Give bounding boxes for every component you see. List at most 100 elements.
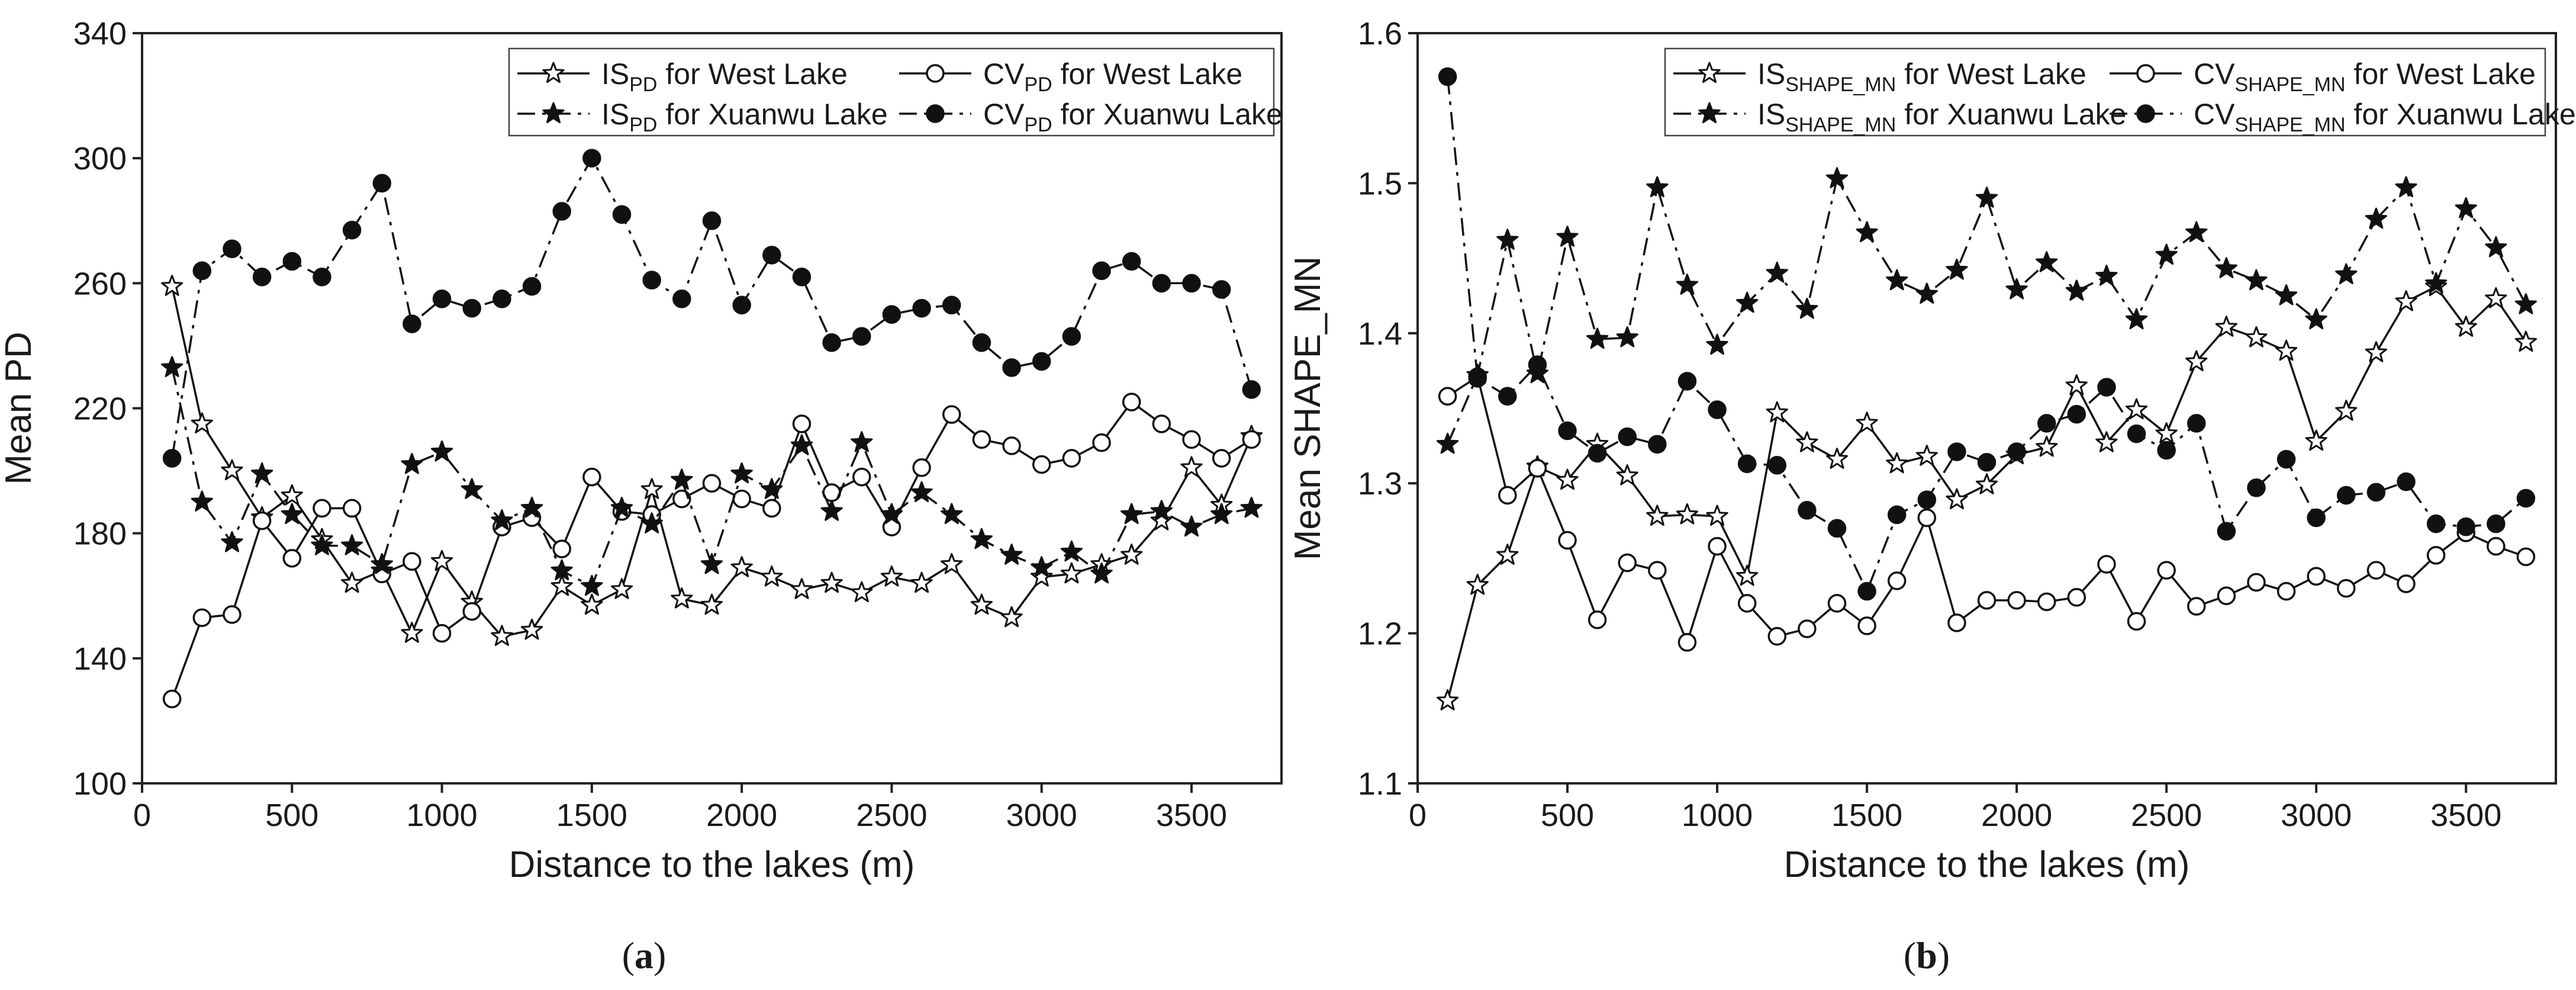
data-point bbox=[2185, 350, 2208, 371]
data-point bbox=[191, 412, 213, 433]
legend-marker bbox=[2136, 104, 2155, 123]
y-tick-label: 1.6 bbox=[1358, 16, 1402, 52]
y-tick-label: 300 bbox=[73, 141, 127, 176]
y-tick-label: 100 bbox=[73, 766, 127, 802]
data-point bbox=[2487, 514, 2506, 533]
data-point bbox=[912, 458, 931, 477]
data-point bbox=[162, 449, 182, 468]
data-point bbox=[281, 484, 303, 506]
data-point bbox=[252, 511, 272, 531]
data-point bbox=[2366, 483, 2386, 502]
data-point bbox=[1767, 626, 1787, 646]
data-point bbox=[820, 500, 843, 521]
data-point bbox=[1212, 449, 1231, 468]
data-point bbox=[702, 211, 722, 230]
legend-label: CVPD for Xuanwu Lake bbox=[983, 98, 1283, 136]
data-point bbox=[1915, 282, 1938, 304]
panel-label: (a) bbox=[622, 934, 666, 976]
data-point bbox=[462, 602, 481, 621]
data-point bbox=[2395, 176, 2417, 198]
data-point bbox=[161, 275, 183, 296]
legend-label: CVSHAPE_MN for Xuanwu Lake bbox=[2194, 98, 2576, 136]
legend-label-main: IS bbox=[1757, 98, 1785, 131]
legend-box bbox=[508, 47, 1275, 137]
data-point bbox=[2097, 555, 2116, 574]
data-point bbox=[2307, 508, 2326, 528]
legend-label-subscript: SHAPE_MN bbox=[1785, 73, 1896, 96]
data-point bbox=[732, 489, 751, 509]
data-point bbox=[730, 462, 753, 484]
data-point bbox=[1616, 464, 1638, 486]
y-tick-label: 1.4 bbox=[1358, 316, 1402, 352]
legend-label-subscript: PD bbox=[629, 114, 657, 136]
data-point bbox=[941, 553, 963, 574]
data-point bbox=[251, 462, 273, 484]
x-tick-label: 1500 bbox=[556, 798, 627, 833]
legend-label: ISPD for Xuanwu Lake bbox=[601, 98, 888, 136]
data-point bbox=[1977, 452, 1997, 472]
data-point bbox=[550, 574, 573, 596]
data-point bbox=[282, 549, 302, 568]
data-point bbox=[2485, 236, 2507, 258]
data-point bbox=[2335, 263, 2358, 284]
data-point bbox=[640, 512, 663, 533]
series-is-shape-mn-for-xuanwu-lake bbox=[1437, 167, 2537, 454]
data-point bbox=[2155, 243, 2178, 265]
legend-entry: CVPD for Xuanwu Lake bbox=[899, 98, 1283, 136]
data-point bbox=[1060, 540, 1083, 562]
y-axis-title: Mean PD bbox=[0, 332, 39, 484]
data-point bbox=[1977, 591, 1997, 610]
data-point bbox=[1558, 531, 1577, 550]
data-point bbox=[252, 268, 272, 287]
data-point bbox=[223, 239, 242, 259]
data-point bbox=[2065, 279, 2088, 301]
legend-label-subscript: PD bbox=[1024, 73, 1052, 96]
data-point bbox=[520, 496, 543, 518]
legend-label-rest: for Xuanwu Lake bbox=[2346, 98, 2576, 131]
data-point bbox=[1857, 581, 1876, 601]
data-point bbox=[2305, 429, 2327, 451]
data-point bbox=[790, 578, 813, 599]
data-point bbox=[2516, 488, 2536, 508]
series-is-pd-for-xuanwu-lake bbox=[161, 356, 1263, 596]
data-point bbox=[1706, 504, 1728, 526]
data-point bbox=[1588, 610, 1607, 629]
data-point bbox=[2005, 278, 2028, 300]
data-point bbox=[880, 565, 903, 587]
legend-marker bbox=[542, 62, 565, 83]
data-point bbox=[2185, 221, 2208, 243]
data-point bbox=[761, 565, 783, 587]
data-point bbox=[1002, 358, 1021, 377]
data-point bbox=[1915, 445, 1938, 466]
data-point bbox=[851, 431, 873, 452]
legend-label-subscript: PD bbox=[629, 73, 657, 96]
data-point bbox=[1947, 613, 1966, 632]
x-tick-label: 3500 bbox=[1156, 798, 1227, 833]
legend-label-rest: for West Lake bbox=[2346, 57, 2536, 91]
data-point bbox=[1150, 500, 1173, 521]
data-point bbox=[520, 618, 543, 640]
data-point bbox=[1856, 412, 1878, 433]
data-point bbox=[1496, 544, 1519, 565]
x-axis-title: Distance to the lakes (m) bbox=[509, 844, 915, 885]
data-point bbox=[762, 246, 781, 265]
data-point bbox=[1766, 261, 1788, 283]
data-point bbox=[1856, 221, 1878, 243]
data-point bbox=[2305, 308, 2327, 330]
data-point bbox=[1798, 619, 1817, 638]
legend-entry: CVSHAPE_MN for Xuanwu Lake bbox=[2110, 98, 2576, 136]
legend-label-rest: for Xuanwu Lake bbox=[1896, 98, 2126, 131]
data-point bbox=[2514, 293, 2537, 314]
x-tick-label: 0 bbox=[1409, 798, 1427, 833]
x-tick-label: 1500 bbox=[1831, 798, 1902, 833]
legend-marker bbox=[926, 104, 945, 123]
plot-frame bbox=[141, 32, 1283, 785]
data-point bbox=[550, 559, 573, 581]
data-point bbox=[2065, 374, 2088, 396]
data-point bbox=[2036, 251, 2058, 272]
data-point bbox=[2215, 257, 2237, 278]
data-point bbox=[1556, 226, 1579, 247]
data-point bbox=[1437, 432, 1459, 454]
data-point bbox=[1090, 562, 1113, 584]
legend: ISSHAPE_MN for West Lake CVSHAPE_MN for W… bbox=[1664, 47, 2576, 137]
